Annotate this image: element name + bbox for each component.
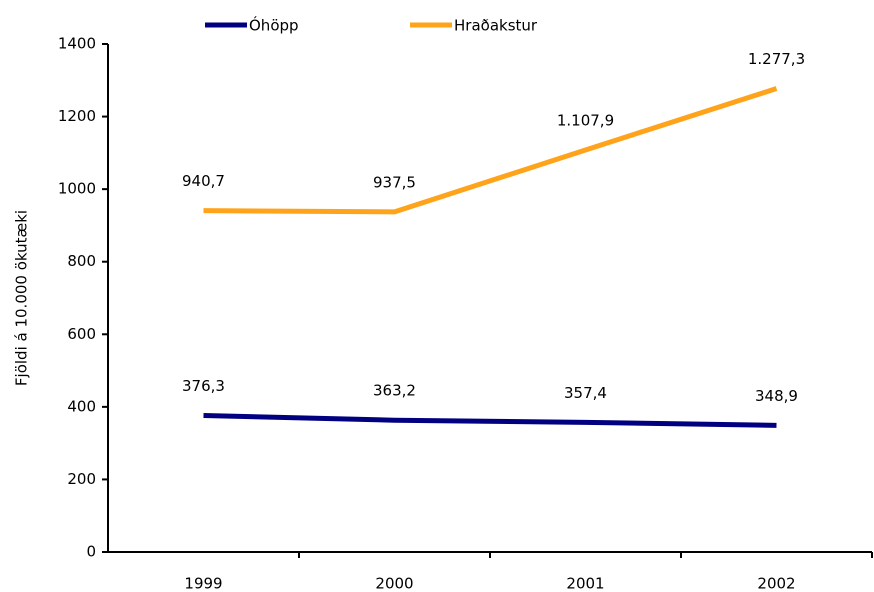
- y-tick-label: 1000: [58, 180, 96, 198]
- y-tick-label: 1200: [58, 107, 96, 125]
- data-label: 937,5: [373, 173, 416, 191]
- data-label: 1.277,3: [748, 50, 805, 68]
- legend-label: Hraðakstur: [454, 17, 538, 35]
- y-tick-label: 1400: [58, 35, 96, 53]
- data-label: 363,2: [373, 382, 416, 400]
- y-axis-label: Fjöldi á 10.000 ökutæki: [13, 210, 31, 386]
- y-tick-label: 600: [67, 325, 96, 343]
- data-label: 1.107,9: [557, 111, 614, 129]
- y-tick-label: 0: [86, 543, 96, 561]
- data-label: 357,4: [564, 384, 607, 402]
- series-line: [203, 86, 778, 215]
- data-label: 940,7: [182, 172, 225, 190]
- y-tick-label: 200: [67, 470, 96, 488]
- x-tick-label: 1999: [184, 575, 222, 592]
- y-tick-label: 800: [67, 252, 96, 270]
- data-label: 348,9: [755, 387, 798, 405]
- data-label: 376,3: [182, 377, 225, 395]
- x-tick-label: 2000: [375, 575, 413, 592]
- legend-label: Óhöpp: [249, 16, 299, 35]
- x-tick-label: 2001: [566, 575, 604, 592]
- x-tick-label: 2002: [757, 575, 795, 592]
- y-tick-label: 400: [67, 397, 96, 415]
- series-line: [203, 412, 777, 428]
